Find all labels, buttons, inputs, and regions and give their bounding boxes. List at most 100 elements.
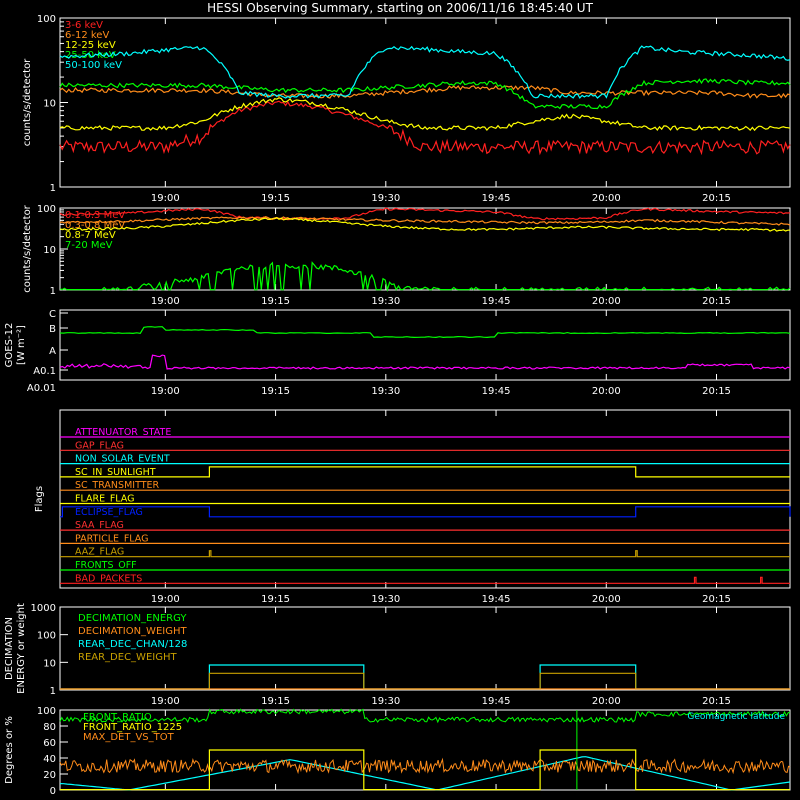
time-tick-label: 19:45	[482, 696, 511, 707]
y-tick-label: 1	[50, 183, 56, 194]
time-tick-label: 20:00	[592, 193, 621, 204]
flag-label: FRONTS_OFF	[75, 560, 137, 571]
time-tick-label: 20:00	[592, 386, 621, 397]
time-tick-label: 20:15	[702, 193, 731, 204]
legend-entry: 7-20 MeV	[65, 240, 113, 251]
legend-entry: 12-25 keV	[65, 40, 116, 51]
series-line-7-20-mev	[59, 261, 791, 292]
front-ratio-1225-line	[60, 749, 790, 791]
legend-entry: DECIMATION_WEIGHT	[78, 626, 187, 637]
y-tick-label: B	[49, 324, 56, 335]
y-axis-label: counts/s/detector	[22, 58, 33, 146]
y-tick-label: C	[49, 309, 56, 320]
flag-label: NON_SOLAR_EVENT	[75, 454, 170, 465]
time-tick-label: 19:30	[371, 696, 400, 707]
legend-entry: MAX_DET_VS_TOT	[83, 732, 175, 743]
legend-entry: 0.8-7 MeV	[65, 230, 116, 241]
legend-entry: DECIMATION_ENERGY	[78, 613, 187, 624]
flag-label: FLARE_FLAG	[75, 494, 135, 505]
y-axis-label: Flags	[34, 486, 45, 512]
flag-label: BAD_PACKETS	[75, 573, 142, 584]
legend-entry: 50-100 keV	[65, 60, 122, 71]
legend-entry: REAR_DEC_WEIGHT	[78, 652, 177, 663]
time-tick-label: 19:00	[151, 594, 180, 605]
flag-label: SAA_FLAG	[75, 520, 124, 531]
time-tick-label: 20:00	[592, 296, 621, 307]
annotation-geomagnetic-latitude: Geomagnetic latitude	[687, 712, 785, 722]
y-tick-label: 1000	[31, 603, 56, 614]
flag-label: SC_IN_SUNLIGHT	[75, 467, 156, 478]
legend-entry: 0.3-0.8 MeV	[65, 220, 125, 231]
series-line-0-1-0-3-mev	[59, 207, 791, 221]
panel-frame-0	[59, 17, 791, 188]
y-tick-label: 60	[43, 738, 56, 749]
series-line-0-3-0-8-mev	[59, 216, 791, 226]
time-tick-label: 19:45	[482, 386, 511, 397]
time-tick-label: 19:30	[371, 296, 400, 307]
y-tick-label: 10	[43, 245, 56, 256]
time-tick-label: 20:00	[592, 696, 621, 707]
time-tick-label: 19:45	[482, 296, 511, 307]
panel-frame-3	[59, 409, 791, 589]
y-axis-label: counts/s/detector	[22, 204, 33, 292]
y-axis-label: ENERGY or weight	[16, 603, 27, 694]
y-axis-label: DECIMATION	[4, 617, 15, 680]
legend-entry: 0.1-0.3 MeV	[65, 210, 125, 221]
y-tick-label: A0.1	[33, 366, 56, 377]
time-tick-label: 19:45	[482, 594, 511, 605]
time-tick-label: 20:15	[702, 696, 731, 707]
time-tick-label: 19:45	[482, 193, 511, 204]
series-line-12-25-kev	[59, 97, 791, 132]
series-line-25-50-kev	[59, 78, 791, 110]
y-axis-label: Degrees or %	[4, 716, 15, 784]
decimation-line	[60, 664, 790, 690]
flag-line	[60, 550, 790, 558]
legend-entry: FRONT_RATIO_1225	[83, 722, 182, 733]
figure-title: HESSI Observing Summary, starting on 200…	[207, 1, 593, 15]
time-tick-label: 20:15	[702, 386, 731, 397]
series-line-0-8-7-mev	[59, 217, 791, 232]
y-tick-label: 80	[43, 722, 56, 733]
flag-label: AAZ_FLAG	[75, 547, 124, 558]
time-tick-label: 19:00	[151, 193, 180, 204]
time-tick-label: 19:00	[151, 296, 180, 307]
series-line-6-12-kev	[59, 85, 791, 99]
time-tick-label: 20:00	[592, 594, 621, 605]
y-tick-label: 100	[37, 706, 56, 717]
flag-label: ATTENUATOR_STATE	[75, 427, 171, 438]
y-tick-label: 40	[43, 754, 56, 765]
series-line-3-6-kev	[59, 100, 791, 156]
y-tick-label: A0.01	[27, 383, 56, 394]
legend-entry: 3-6 keV	[65, 20, 103, 31]
time-tick-label: 19:15	[261, 193, 290, 204]
y-tick-label: 10	[43, 658, 56, 669]
panels-layer: 19:00 19:15 19:30 19:45 20:00 20:15110100coun…	[4, 14, 791, 797]
y-tick-label: 100	[37, 204, 56, 215]
flag-label: ECLIPSE_FLAG	[75, 507, 143, 518]
time-tick-label: 19:00	[151, 386, 180, 397]
time-tick-label: 19:30	[371, 386, 400, 397]
geomagnetic-latitude-line	[59, 756, 791, 791]
y-axis-label: GOES-12	[4, 323, 15, 368]
flag-label: PARTICLE_FLAG	[75, 533, 148, 544]
y-axis-unit: [W m⁻²]	[16, 325, 27, 365]
flag-label: SC_TRANSMITTER	[75, 480, 160, 491]
y-tick-label: 20	[43, 770, 56, 781]
legend-entry: FRONT_RATIO	[83, 712, 152, 723]
time-tick-label: 19:15	[261, 696, 290, 707]
time-tick-label: 19:30	[371, 193, 400, 204]
decimation-line	[60, 672, 790, 690]
y-tick-label: 1	[50, 286, 56, 297]
y-tick-label: 0	[50, 786, 56, 797]
time-tick-label: 19:00	[151, 696, 180, 707]
time-tick-label: 20:15	[702, 594, 731, 605]
flag-line	[60, 576, 790, 584]
flag-label: GAP_FLAG	[75, 440, 124, 451]
y-tick-label: 1	[50, 686, 56, 697]
time-tick-label: 19:15	[261, 594, 290, 605]
series-line-50-100-kev	[59, 45, 791, 99]
goes-long-channel-line	[59, 326, 791, 339]
panel-frame-4	[59, 606, 791, 691]
time-tick-label: 19:15	[261, 296, 290, 307]
flag-line	[60, 506, 791, 518]
